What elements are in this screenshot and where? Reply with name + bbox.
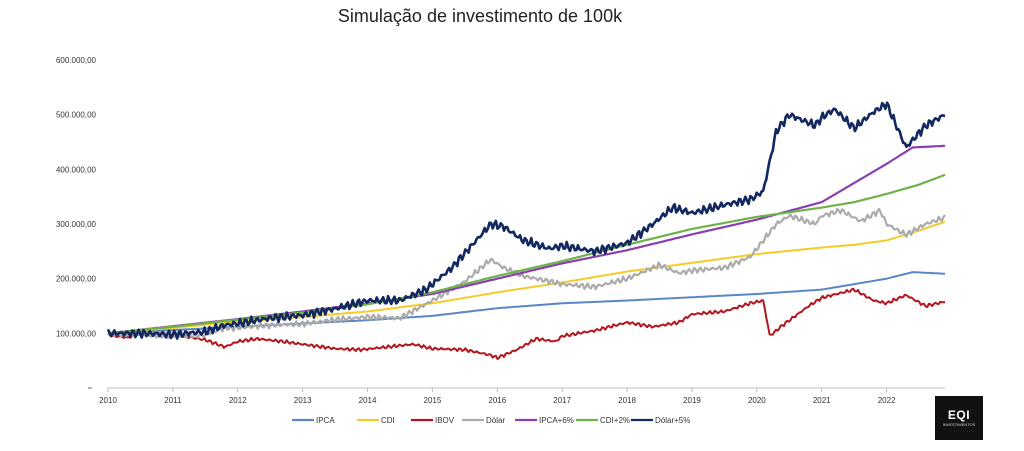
legend-label: Dólar [486, 416, 505, 425]
chart-legend: IPCA CDI IBOV Dólar IPCA+6% CDI+2% Dólar+5% [292, 416, 690, 425]
legend-label: IPCA+6% [539, 416, 574, 425]
x-tick-label: 2010 [99, 396, 117, 405]
series-line-d-lar [107, 207, 946, 339]
series-line-cdi-2- [107, 173, 946, 335]
y-tick-label: 600.000,00 [56, 56, 97, 65]
x-tick-label: 2017 [553, 396, 571, 405]
logo-sub-text: INVESTIMENTOS [942, 422, 976, 427]
series-line-d-lar-5- [106, 101, 946, 340]
plot-lines [106, 101, 946, 360]
legend-label: IBOV [435, 416, 455, 425]
x-tick-label: 2013 [294, 396, 312, 405]
x-tick-label: 2018 [618, 396, 636, 405]
x-tick-label: 2011 [164, 396, 182, 405]
x-tick-label: 2016 [488, 396, 506, 405]
legend-label: Dólar+5% [655, 416, 690, 425]
y-tick-label: 100.000,00 [56, 329, 97, 338]
eqi-logo: EQI INVESTIMENTOS [935, 396, 983, 440]
y-axis: 100.000,00 200.000,00 300.000,00 400.000,00… [56, 56, 97, 389]
x-tick-label: 2014 [359, 396, 377, 405]
y-tick-label: 300.000,00 [56, 220, 97, 229]
y-tick-label: 400.000,00 [56, 165, 97, 174]
x-tick-label: 2022 [878, 396, 896, 405]
x-tick-label: 2020 [748, 396, 766, 405]
series-line-ibov [107, 287, 946, 360]
legend-label: CDI [381, 416, 395, 425]
legend-label: CDI+2% [600, 416, 630, 425]
x-tick-label: 2012 [229, 396, 247, 405]
logo-main-text: EQI [947, 408, 971, 422]
x-tick-label: 2015 [424, 396, 442, 405]
legend-label: IPCA [316, 416, 335, 425]
x-axis: 2010 2011 2012 2013 2014 2015 2016 2017 2018 2019… [99, 387, 945, 405]
chart-title: Simulação de investimento de 100k [337, 6, 623, 26]
y-tick-label: 500.000,00 [56, 111, 97, 120]
x-tick-label: 2021 [813, 396, 831, 405]
y-tick-label: 200.000,00 [56, 275, 97, 284]
x-tick-label: 2019 [683, 396, 701, 405]
